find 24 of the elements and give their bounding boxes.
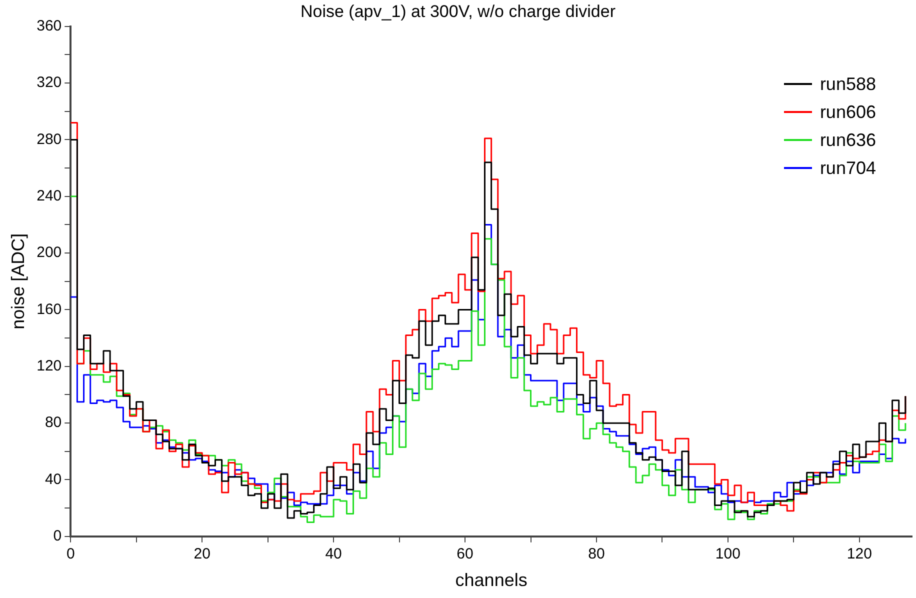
legend-label: run588 (820, 73, 876, 96)
y-tick-label: 240 (36, 188, 62, 205)
y-tick-label: 0 (53, 528, 62, 545)
y-tick-label: 280 (36, 130, 62, 148)
legend-label: run636 (820, 129, 876, 152)
x-tick-label: 100 (715, 546, 740, 563)
x-tick-label: 60 (456, 546, 474, 563)
y-tick-label: 200 (36, 244, 62, 262)
x-tick-label: 40 (325, 546, 342, 563)
chart-title: Noise (apv_1) at 300V, w/o charge divider (300, 2, 616, 21)
y-tick-label: 320 (36, 74, 62, 92)
x-tick-label: 80 (588, 546, 605, 563)
x-tick-label: 20 (194, 546, 210, 563)
legend-label: run704 (820, 157, 876, 180)
x-tick-label: 0 (66, 546, 75, 563)
y-tick-label: 40 (44, 470, 62, 488)
y-axis-title: noise [ADC] (8, 233, 28, 330)
y-tick-label: 80 (44, 414, 62, 432)
y-tick-label: 120 (36, 358, 62, 375)
x-axis-title: channels (455, 570, 528, 590)
x-tick-label: 120 (846, 546, 872, 563)
legend-label: run606 (820, 101, 876, 124)
y-tick-label: 360 (36, 18, 62, 35)
y-tick-label: 160 (36, 300, 62, 318)
